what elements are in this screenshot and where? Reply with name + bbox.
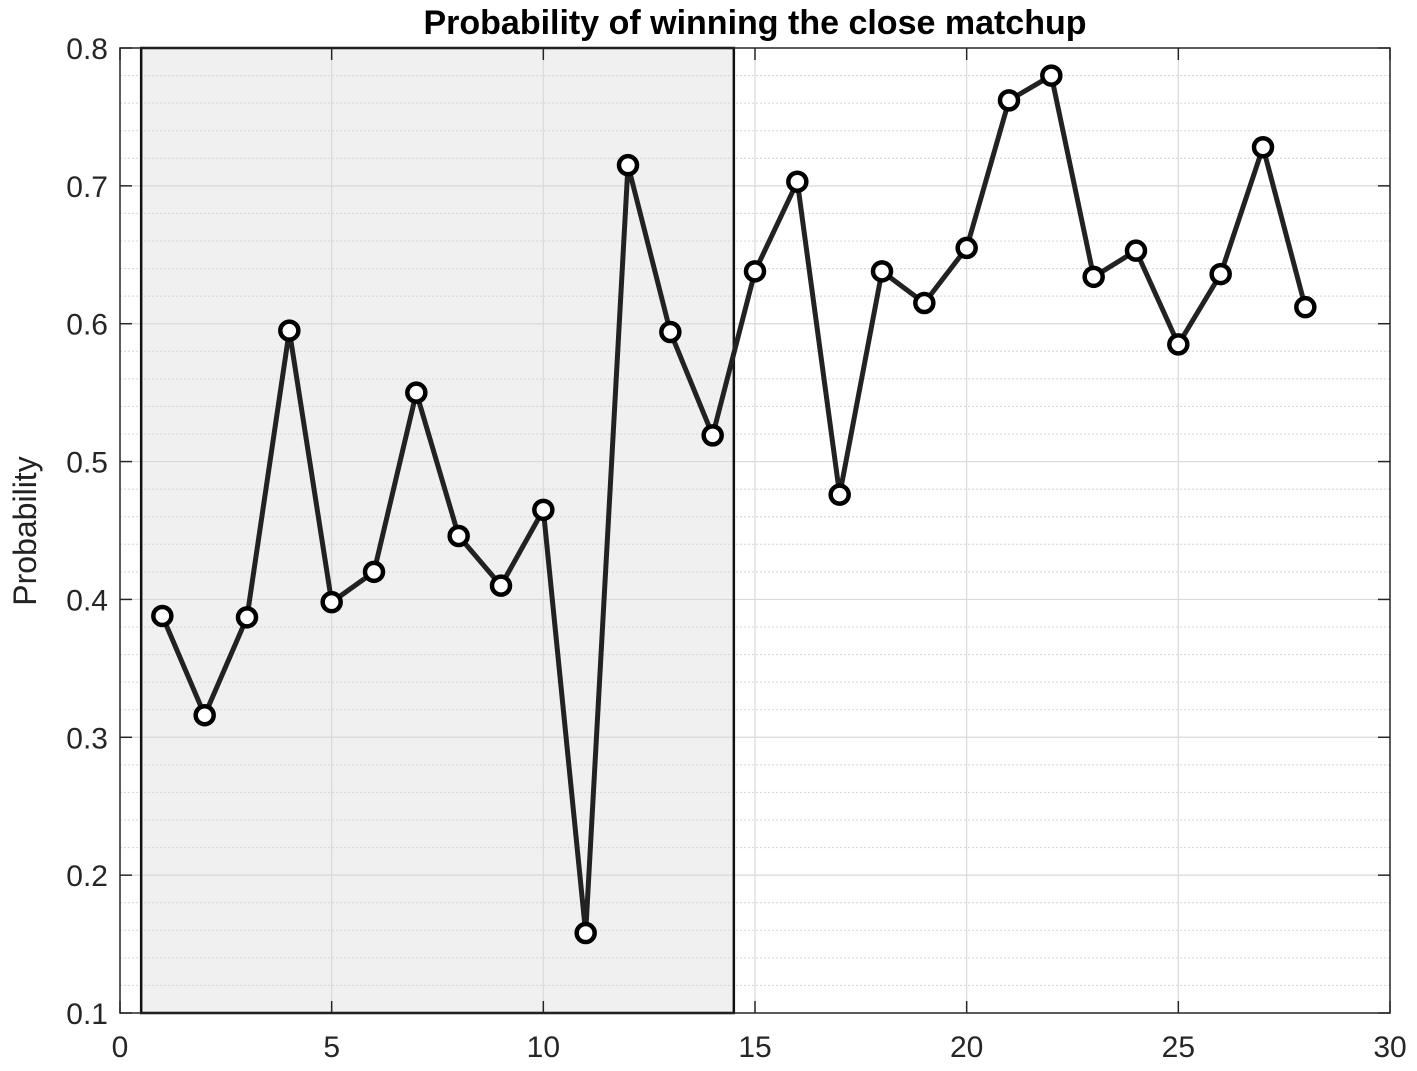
data-point <box>1294 295 1317 319</box>
data-point <box>320 590 343 614</box>
y-tick-label: 0.4 <box>66 584 108 617</box>
y-tick-label: 0.3 <box>66 722 108 755</box>
data-point <box>489 574 513 597</box>
data-point <box>786 170 809 193</box>
data-point <box>743 260 767 283</box>
major-grid-layer <box>120 48 1390 1013</box>
shaded-region <box>141 48 734 1013</box>
y-tick-label: 0.5 <box>66 447 108 480</box>
data-point <box>701 424 724 447</box>
data-point <box>955 236 978 260</box>
x-tick-label: 0 <box>112 1031 129 1064</box>
y-axis-label: Probability <box>7 456 43 605</box>
y-tick-label: 0.8 <box>66 33 108 66</box>
y-tick-label: 0.2 <box>66 860 108 893</box>
data-point <box>1040 64 1063 87</box>
data-point <box>828 483 851 506</box>
shaded-region-layer <box>141 48 734 1013</box>
data-point <box>1167 333 1190 356</box>
data-point <box>574 921 597 945</box>
chart-title: Probability of winning the close matchup <box>423 4 1086 42</box>
data-point <box>913 291 936 315</box>
axes-box-layer <box>119 47 1391 1014</box>
data-point <box>193 703 216 727</box>
data-point <box>997 89 1021 112</box>
x-tick-label: 10 <box>527 1031 560 1064</box>
tick-label-layer: 0 5 10 15 20 25 30 0.1 0.2 0.3 0.4 0.5 0.6 0.7 0.8 <box>66 33 1406 1064</box>
data-point <box>235 606 259 629</box>
data-point <box>659 320 682 344</box>
data-point <box>1251 136 1275 159</box>
data-point <box>362 560 386 584</box>
x-tick-label: 30 <box>1373 1031 1406 1064</box>
x-tick-label: 25 <box>1162 1031 1195 1064</box>
series-line <box>160 71 1308 934</box>
data-point <box>447 524 470 548</box>
data-point <box>151 604 174 628</box>
y-tick-label: 0.1 <box>66 998 108 1031</box>
data-point <box>1209 262 1232 286</box>
data-point <box>870 260 894 283</box>
data-point <box>1124 239 1148 262</box>
x-tick-label: 15 <box>738 1031 771 1064</box>
data-point <box>1082 265 1105 289</box>
data-point <box>405 381 428 404</box>
data-point <box>616 153 640 177</box>
series-layer <box>151 64 1317 945</box>
y-tick-label: 0.6 <box>66 309 108 342</box>
x-tick-label: 20 <box>950 1031 983 1064</box>
x-tick-label: 5 <box>323 1031 340 1064</box>
data-point <box>278 319 301 342</box>
data-point <box>532 498 555 522</box>
y-tick-label: 0.7 <box>66 171 108 204</box>
